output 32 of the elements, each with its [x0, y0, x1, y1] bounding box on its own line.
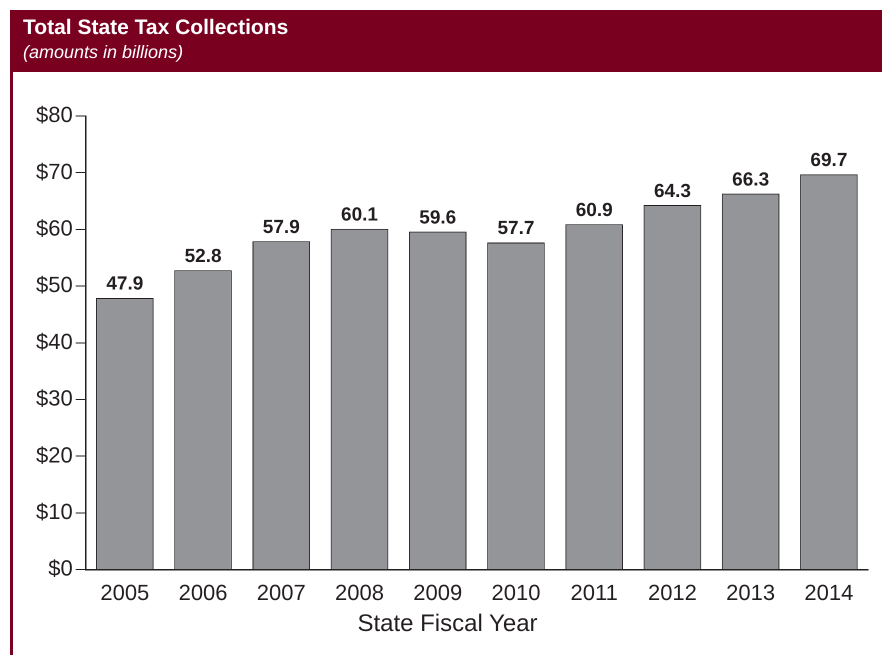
data-label: 52.8	[184, 246, 222, 267]
data-label: 64.3	[654, 180, 691, 202]
y-tick-label: $70	[36, 158, 73, 184]
data-label: 47.9	[106, 274, 144, 295]
x-tick-label: 2007	[256, 580, 306, 605]
x-tick-label: 2006	[178, 580, 228, 605]
x-tick-label: 2010	[491, 580, 540, 605]
y-tick-label: $60	[36, 215, 73, 240]
x-tick-label: 2012	[648, 580, 697, 605]
data-label: 60.9	[576, 200, 613, 222]
data-label: 57.9	[262, 217, 300, 238]
x-tick-label: 2008	[335, 580, 384, 605]
x-tick-label: 2005	[100, 580, 150, 605]
data-label: 59.6	[419, 207, 456, 228]
y-tick-label: $80	[36, 102, 73, 128]
data-label: 60.1	[341, 204, 378, 226]
x-axis-title: State Fiscal Year	[356, 610, 539, 638]
y-tick-label: $30	[36, 386, 73, 411]
y-tick-label: $10	[36, 498, 73, 524]
data-label: 66.3	[732, 169, 770, 190]
x-tick-label: 2011	[570, 580, 618, 605]
x-tick-label: 2013	[726, 580, 776, 605]
data-label: 57.7	[497, 218, 534, 240]
x-tick-label: 2009	[413, 580, 462, 605]
data-label: 69.7	[810, 150, 848, 172]
y-tick-label: $0	[48, 556, 73, 581]
x-tick-label: 2014	[804, 580, 854, 605]
y-tick-label: $40	[36, 328, 73, 354]
y-tick-label: $20	[36, 442, 73, 468]
y-tick-label: $50	[36, 272, 73, 298]
chart-subtitle: (amounts in billions)	[23, 42, 184, 63]
chart-title: Total State Tax Collections	[23, 16, 290, 40]
